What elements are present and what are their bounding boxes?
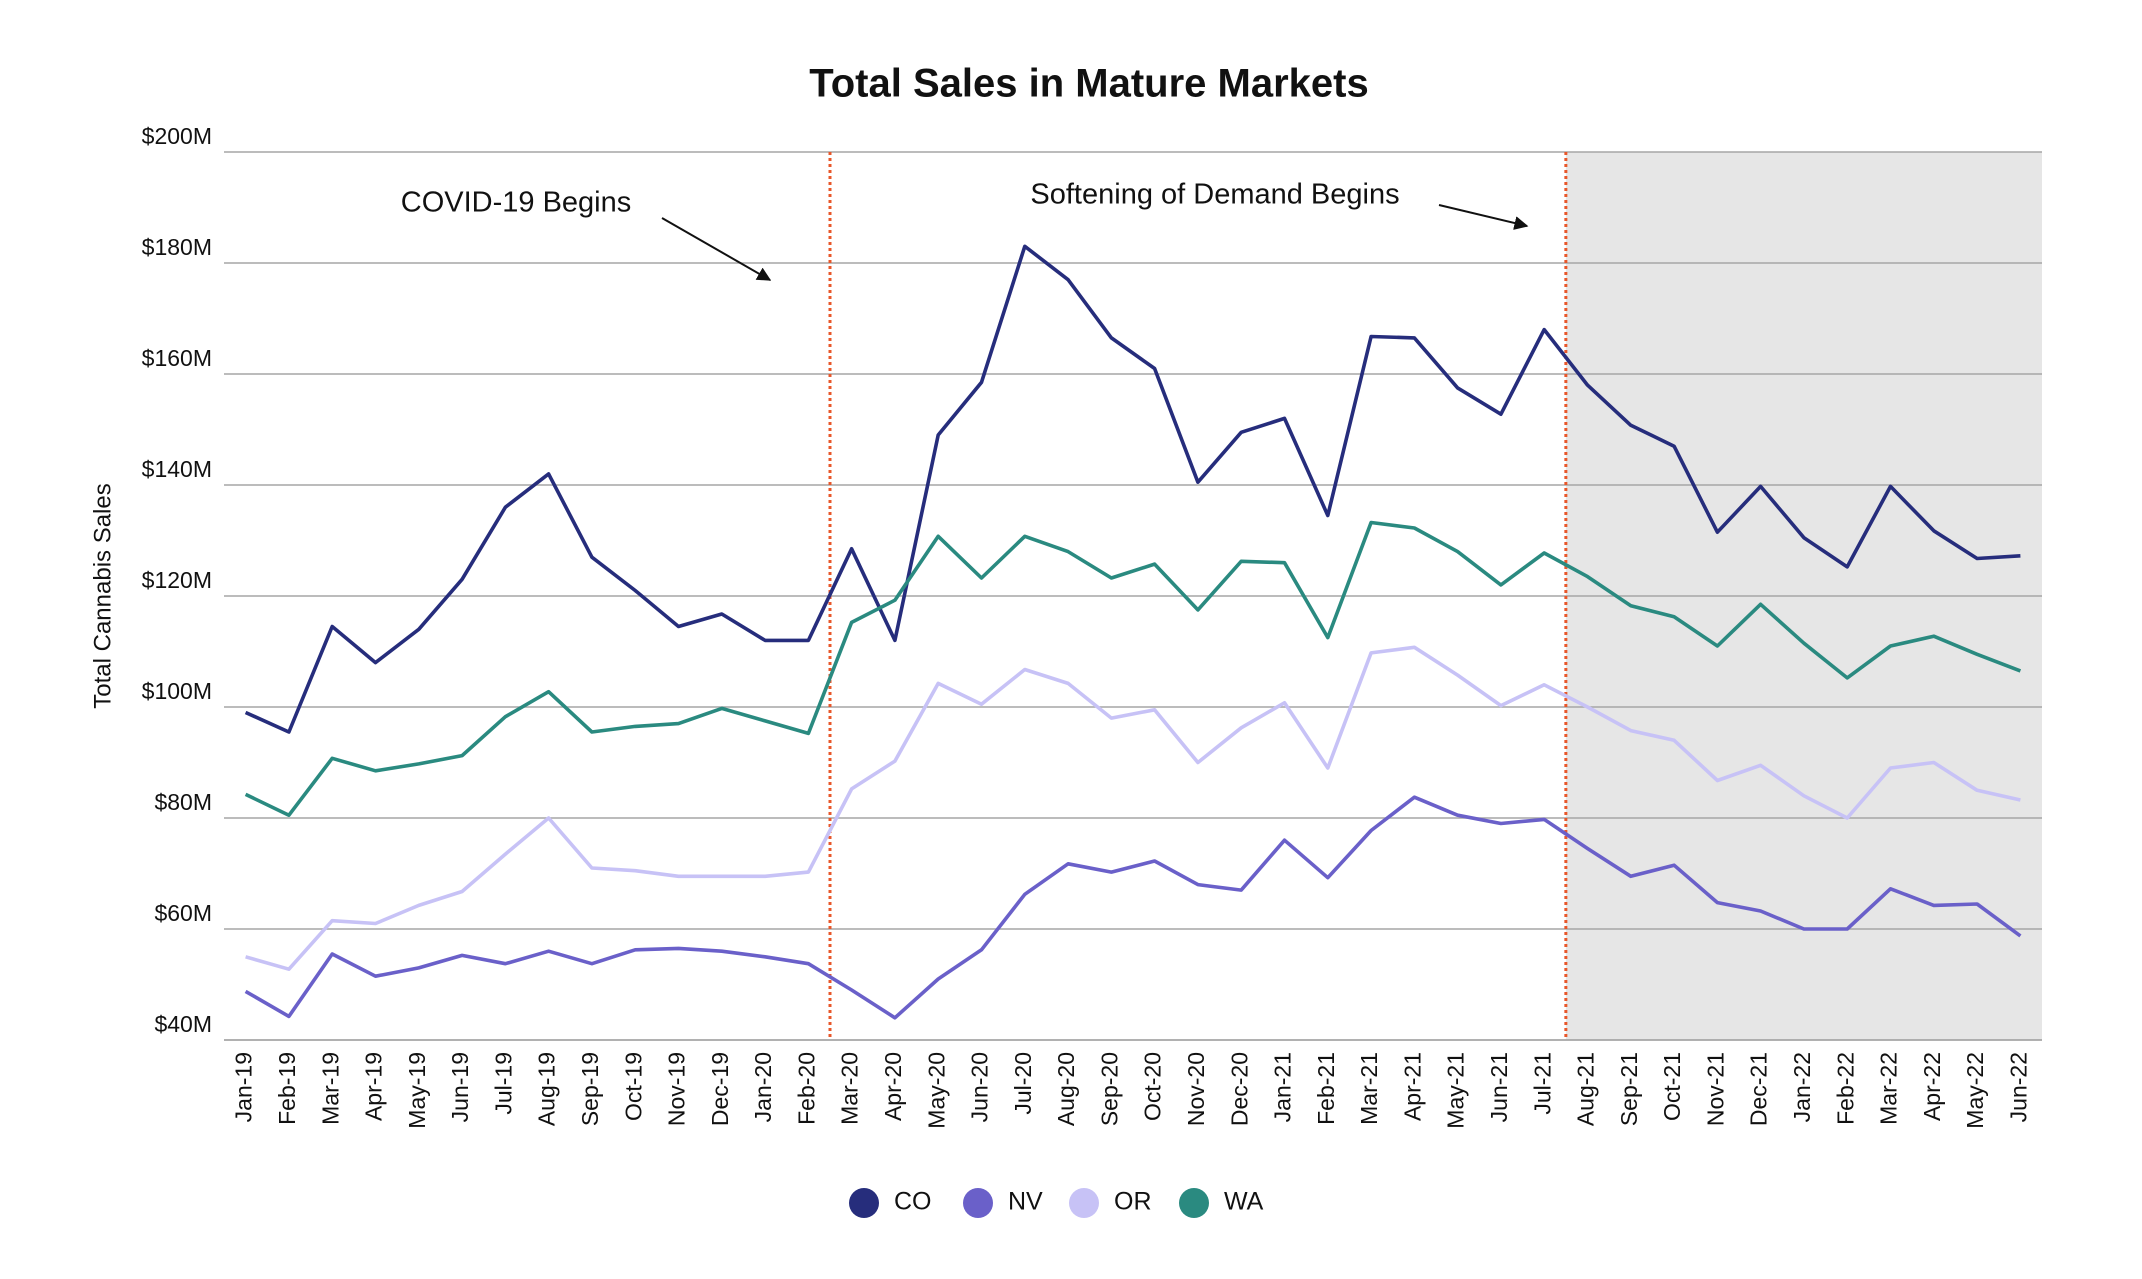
y-tick-label: $60M [154, 900, 212, 926]
x-tick-label: Jun-20 [967, 1052, 993, 1122]
annotation: COVID-19 Begins [401, 187, 632, 219]
x-tick-label: Aug-21 [1573, 1052, 1599, 1126]
legend-label: OR [1114, 1188, 1152, 1216]
x-tick-label: Mar-19 [317, 1052, 343, 1125]
series-line [244, 795, 2022, 1020]
x-tick-label: Sep-20 [1096, 1052, 1122, 1126]
x-tick-label: Jul-19 [490, 1052, 516, 1115]
x-tick-label: Apr-20 [880, 1052, 906, 1121]
series-line [245, 645, 2021, 971]
y-tick-label: $80M [154, 789, 212, 815]
x-tick-label: Mar-21 [1356, 1052, 1382, 1125]
annotation-arrow [1438, 204, 1529, 230]
x-tick-label: Feb-19 [274, 1052, 300, 1125]
legend-swatch [1179, 1188, 1209, 1218]
y-tick-label: $180M [142, 234, 212, 260]
x-tick-label: Oct-20 [1140, 1052, 1166, 1121]
annotation: Softening of Demand Begins [1030, 179, 1399, 211]
x-tick-label: May-19 [404, 1052, 430, 1129]
x-tick-label: Apr-21 [1399, 1052, 1425, 1121]
x-tick-label: Apr-22 [1919, 1052, 1945, 1121]
x-tick-label: Jul-20 [1010, 1052, 1036, 1115]
y-tick-label: $160M [142, 345, 212, 371]
y-tick-label: $120M [142, 567, 212, 593]
legend-label: NV [1008, 1188, 1043, 1216]
x-tick-label: Mar-22 [1876, 1052, 1902, 1125]
x-tick-label: Nov-20 [1183, 1052, 1209, 1126]
y-axis-title: Total Cannabis Sales [89, 483, 116, 708]
legend-swatch [849, 1188, 879, 1218]
x-tick-label: Jan-20 [750, 1052, 776, 1122]
legend-swatch [963, 1188, 993, 1218]
annotation-arrow [661, 217, 772, 281]
x-tick-label: May-20 [923, 1052, 949, 1129]
x-tick-label: Aug-20 [1053, 1052, 1079, 1126]
legend-label: WA [1224, 1188, 1264, 1216]
x-tick-label: Feb-20 [793, 1052, 819, 1125]
x-tick-label: Feb-22 [1832, 1052, 1858, 1125]
x-tick-label: Sep-19 [577, 1052, 603, 1126]
x-tick-label: Jan-22 [1789, 1052, 1815, 1122]
y-tick-label: $140M [142, 456, 212, 482]
x-tick-label: Oct-21 [1659, 1052, 1685, 1121]
legend-label: CO [894, 1188, 932, 1216]
y-tick-label: $40M [154, 1011, 212, 1037]
x-tick-label: Dec-19 [707, 1052, 733, 1126]
x-tick-label: Apr-19 [361, 1052, 387, 1121]
x-tick-label: Aug-19 [534, 1052, 560, 1126]
series-line [244, 520, 2022, 817]
x-tick-label: Jan-21 [1270, 1052, 1296, 1122]
y-tick-label: $200M [142, 123, 212, 149]
x-tick-label: Nov-19 [664, 1052, 690, 1126]
x-tick-label: Nov-21 [1702, 1052, 1728, 1126]
legend-swatch [1069, 1188, 1099, 1218]
x-tick-label: Jan-19 [231, 1052, 257, 1122]
x-tick-label: May-22 [1962, 1052, 1988, 1129]
x-tick-label: Dec-21 [1746, 1052, 1772, 1126]
y-tick-label: $100M [142, 678, 212, 704]
x-tick-label: Feb-21 [1313, 1052, 1339, 1125]
series-line [244, 244, 2021, 734]
x-tick-label: May-21 [1443, 1052, 1469, 1129]
x-tick-label: Jul-21 [1529, 1052, 1555, 1115]
x-tick-label: Jun-22 [2005, 1052, 2031, 1122]
chart-title: Total Sales in Mature Markets [809, 62, 1368, 106]
x-tick-label: Mar-20 [837, 1052, 863, 1125]
x-tick-label: Dec-20 [1226, 1052, 1252, 1126]
x-tick-label: Oct-19 [620, 1052, 646, 1121]
x-tick-label: Jun-21 [1486, 1052, 1512, 1122]
x-tick-label: Sep-21 [1616, 1052, 1642, 1126]
x-tick-label: Jun-19 [447, 1052, 473, 1122]
